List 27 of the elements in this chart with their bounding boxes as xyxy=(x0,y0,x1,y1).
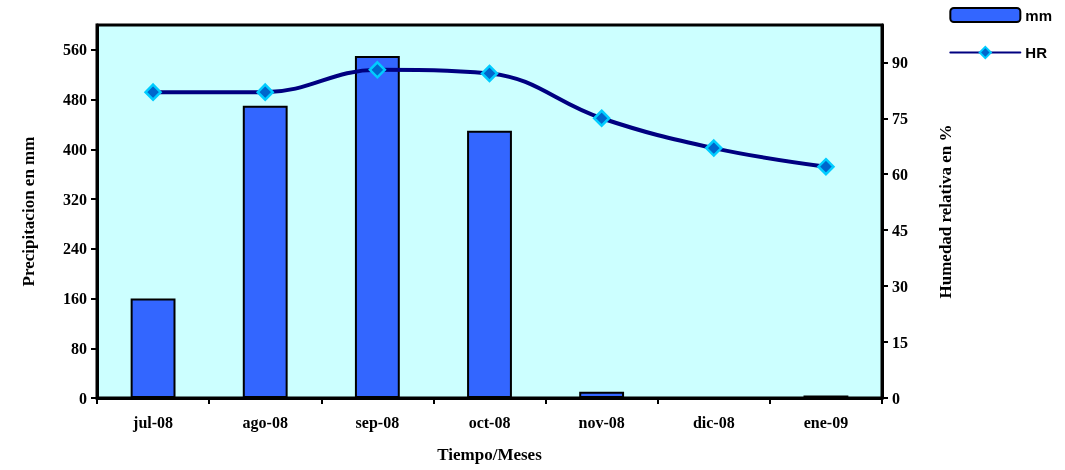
x-tick-label: sep-08 xyxy=(355,413,400,432)
x-tick-label: jul-08 xyxy=(132,413,174,432)
y2-tick-label: 45 xyxy=(892,221,908,239)
legend-label: HR xyxy=(1025,44,1048,61)
y-tick-label: 400 xyxy=(63,140,87,158)
legend-label: mm xyxy=(1025,6,1053,24)
y-tick-label: 160 xyxy=(63,290,87,308)
y2-tick-label: 15 xyxy=(892,333,908,351)
x-tick-label: ago-08 xyxy=(242,413,288,432)
y-tick-label: 480 xyxy=(63,91,87,109)
y2-tick-label: 0 xyxy=(892,389,900,407)
x-tick-label: nov-08 xyxy=(578,413,625,431)
y-tick-label: 320 xyxy=(63,190,87,208)
y2-tick-label: 30 xyxy=(892,277,908,295)
y2-tick-label: 90 xyxy=(892,53,908,71)
x-tick-label: oct-08 xyxy=(468,413,511,431)
y2-tick-label: 60 xyxy=(892,165,908,183)
y2-axis-title: Humedad relativa en % xyxy=(935,124,955,299)
y2-tick-label: 75 xyxy=(892,109,908,127)
y-axis-title: Precipitacion en mm xyxy=(18,136,38,287)
y-tick-label: 80 xyxy=(71,339,87,357)
x-tick-label: dic-08 xyxy=(692,413,735,431)
y-tick-label: 240 xyxy=(63,240,87,258)
y-tick-label: 0 xyxy=(79,389,87,407)
y-tick-label: 560 xyxy=(63,41,87,59)
x-axis-title: Tiempo/Meses xyxy=(437,445,543,464)
x-tick-label: ene-09 xyxy=(803,413,849,431)
